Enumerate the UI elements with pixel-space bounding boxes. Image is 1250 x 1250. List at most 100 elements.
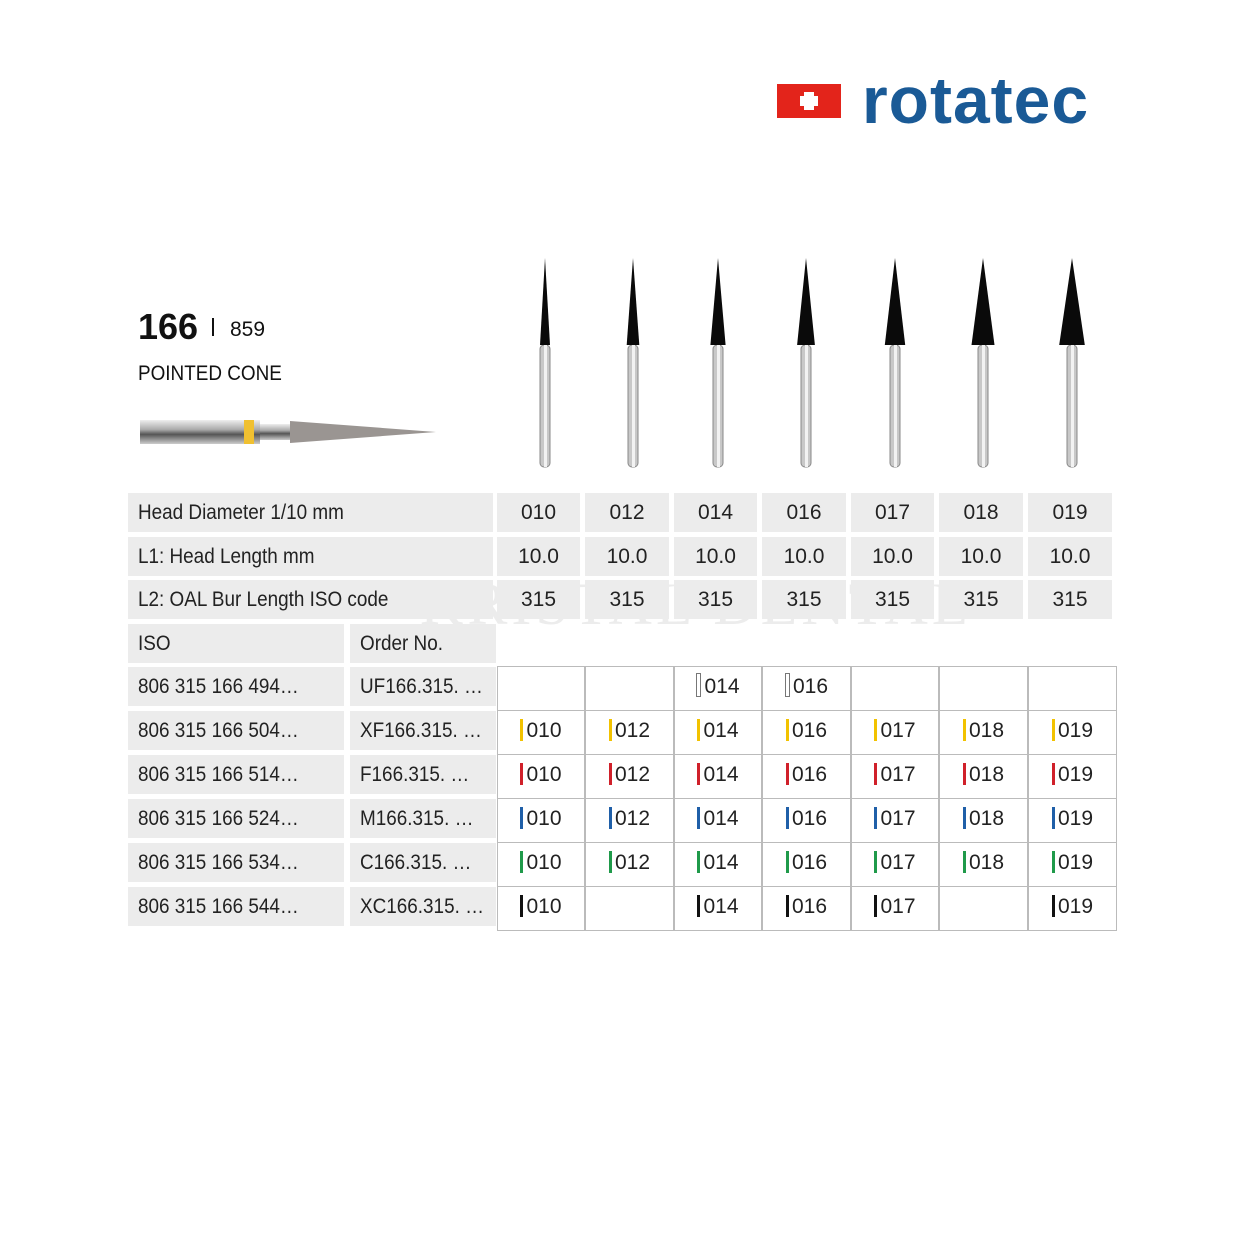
size-code: 018 <box>968 719 1005 742</box>
color-band-marker <box>1051 851 1055 873</box>
order-cell[interactable]: 019 <box>1028 842 1117 887</box>
order-cell[interactable]: 018 <box>939 754 1028 799</box>
size-code: 012 <box>614 763 651 786</box>
spec-value: 315 <box>762 580 846 619</box>
color-band-marker <box>785 895 789 917</box>
order-cell[interactable]: 014 <box>674 710 762 755</box>
order-cell[interactable]: 017 <box>851 798 939 843</box>
bur-image <box>539 258 551 468</box>
color-band-marker <box>874 807 878 829</box>
spec-label: L1: Head Length mm <box>128 537 493 576</box>
size-code: 019 <box>1057 851 1094 874</box>
order-cell[interactable]: 014 <box>674 886 762 931</box>
order-cell[interactable]: 017 <box>851 710 939 755</box>
order-cell[interactable]: 010 <box>497 798 585 843</box>
order-cell[interactable]: 016 <box>762 754 851 799</box>
color-band-marker <box>697 895 701 917</box>
order-cell[interactable]: 016 <box>762 886 851 931</box>
size-code: 014 <box>703 851 739 874</box>
order-cell[interactable]: 014 <box>674 798 762 843</box>
spec-value: 10.0 <box>674 537 757 576</box>
order-number: XF166.315. … <box>350 711 496 750</box>
spec-value: 10.0 <box>851 537 934 576</box>
order-cell[interactable]: 010 <box>497 754 585 799</box>
size-code: 012 <box>614 719 651 742</box>
order-cell[interactable]: 019 <box>1028 754 1117 799</box>
size-code: 014 <box>704 675 740 698</box>
color-band-marker <box>962 807 966 829</box>
order-cell <box>1028 666 1117 711</box>
bur-image <box>1059 258 1085 468</box>
order-cell[interactable]: 018 <box>939 710 1028 755</box>
order-cell[interactable]: 010 <box>497 886 585 931</box>
order-cell[interactable]: 010 <box>497 842 585 887</box>
size-code: 014 <box>703 719 739 742</box>
order-cell[interactable]: 016 <box>762 842 851 887</box>
order-number: XC166.315. … <box>350 887 496 926</box>
size-code: 016 <box>791 851 828 874</box>
iso-number: 806 315 166 494… <box>128 667 344 706</box>
color-band-marker <box>785 719 789 741</box>
order-number: M166.315. … <box>350 799 496 838</box>
order-cell[interactable]: 018 <box>939 798 1028 843</box>
order-cell[interactable]: 012 <box>585 710 674 755</box>
separator <box>212 318 214 336</box>
order-cell[interactable]: 010 <box>497 710 585 755</box>
order-cell[interactable]: 017 <box>851 886 939 931</box>
size-code: 010 <box>526 895 562 918</box>
order-cell <box>585 666 674 711</box>
order-cell[interactable]: 016 <box>762 666 851 711</box>
color-band-marker <box>1051 895 1055 917</box>
size-code: 014 <box>703 763 739 786</box>
size-code: 016 <box>791 719 828 742</box>
spec-value: 017 <box>851 493 934 532</box>
spec-value: 018 <box>939 493 1023 532</box>
color-band-marker <box>697 763 701 785</box>
color-band-marker <box>608 763 612 785</box>
spec-value: 10.0 <box>762 537 846 576</box>
order-cell[interactable]: 014 <box>674 666 762 711</box>
order-cell[interactable]: 016 <box>762 710 851 755</box>
color-band-marker <box>520 895 524 917</box>
size-code: 019 <box>1057 895 1094 918</box>
size-code: 014 <box>703 807 739 830</box>
order-cell[interactable]: 019 <box>1028 886 1117 931</box>
spec-value: 10.0 <box>1028 537 1112 576</box>
spec-value: 315 <box>674 580 757 619</box>
order-cell[interactable]: 012 <box>585 842 674 887</box>
order-cell[interactable]: 012 <box>585 754 674 799</box>
spec-value: 10.0 <box>585 537 669 576</box>
swiss-flag-logo <box>777 84 841 118</box>
spec-value: 014 <box>674 493 757 532</box>
order-cell[interactable]: 018 <box>939 842 1028 887</box>
bur-side-image <box>140 420 436 444</box>
color-band-marker <box>874 895 878 917</box>
order-cell[interactable]: 014 <box>674 754 762 799</box>
alt-number: 859 <box>230 318 266 341</box>
size-code: 010 <box>526 851 562 874</box>
color-band-marker <box>608 807 612 829</box>
size-code: 010 <box>526 807 562 830</box>
iso-number: 806 315 166 544… <box>128 887 344 926</box>
order-cell[interactable]: 019 <box>1028 710 1117 755</box>
color-band-marker <box>785 763 789 785</box>
color-band-marker <box>520 807 524 829</box>
color-band-marker <box>962 851 966 873</box>
color-band-marker <box>697 807 701 829</box>
size-code: 010 <box>526 763 562 786</box>
order-cell[interactable]: 014 <box>674 842 762 887</box>
order-cell[interactable]: 012 <box>585 798 674 843</box>
order-cell[interactable]: 019 <box>1028 798 1117 843</box>
order-cell[interactable]: 017 <box>851 842 939 887</box>
size-code: 010 <box>526 719 562 742</box>
iso-header: ISO <box>128 624 344 663</box>
size-code: 019 <box>1057 719 1094 742</box>
size-code: 019 <box>1057 807 1094 830</box>
order-cell[interactable]: 017 <box>851 754 939 799</box>
size-code: 018 <box>968 763 1005 786</box>
order-header: Order No. <box>350 624 496 663</box>
order-cell[interactable]: 016 <box>762 798 851 843</box>
color-band-marker <box>962 719 966 741</box>
color-band-marker <box>696 673 702 697</box>
size-code: 016 <box>792 675 829 698</box>
